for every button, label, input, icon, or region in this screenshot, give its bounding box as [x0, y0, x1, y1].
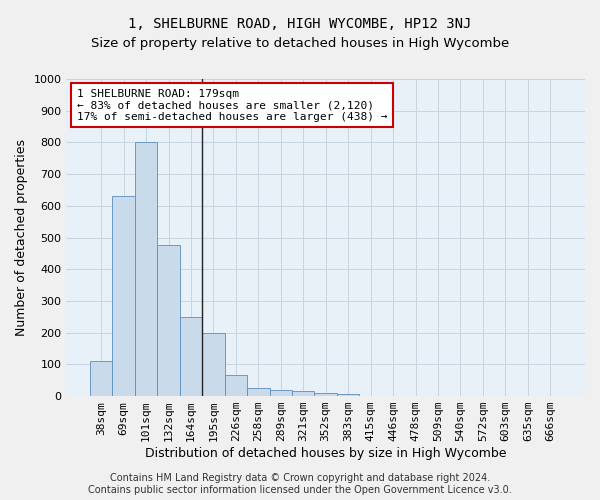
- Y-axis label: Number of detached properties: Number of detached properties: [15, 139, 28, 336]
- Bar: [292, 392, 314, 396]
- Bar: [157, 246, 180, 396]
- Bar: [337, 394, 359, 396]
- Bar: [180, 317, 202, 396]
- Bar: [269, 390, 292, 396]
- Bar: [314, 393, 337, 396]
- Bar: [202, 332, 224, 396]
- Text: 1 SHELBURNE ROAD: 179sqm
← 83% of detached houses are smaller (2,120)
17% of sem: 1 SHELBURNE ROAD: 179sqm ← 83% of detach…: [77, 88, 387, 122]
- Text: Size of property relative to detached houses in High Wycombe: Size of property relative to detached ho…: [91, 38, 509, 51]
- X-axis label: Distribution of detached houses by size in High Wycombe: Distribution of detached houses by size …: [145, 447, 506, 460]
- Bar: [135, 142, 157, 396]
- Bar: [90, 361, 112, 396]
- Text: 1, SHELBURNE ROAD, HIGH WYCOMBE, HP12 3NJ: 1, SHELBURNE ROAD, HIGH WYCOMBE, HP12 3N…: [128, 18, 472, 32]
- Text: Contains HM Land Registry data © Crown copyright and database right 2024.
Contai: Contains HM Land Registry data © Crown c…: [88, 474, 512, 495]
- Bar: [247, 388, 269, 396]
- Bar: [112, 196, 135, 396]
- Bar: [224, 376, 247, 396]
